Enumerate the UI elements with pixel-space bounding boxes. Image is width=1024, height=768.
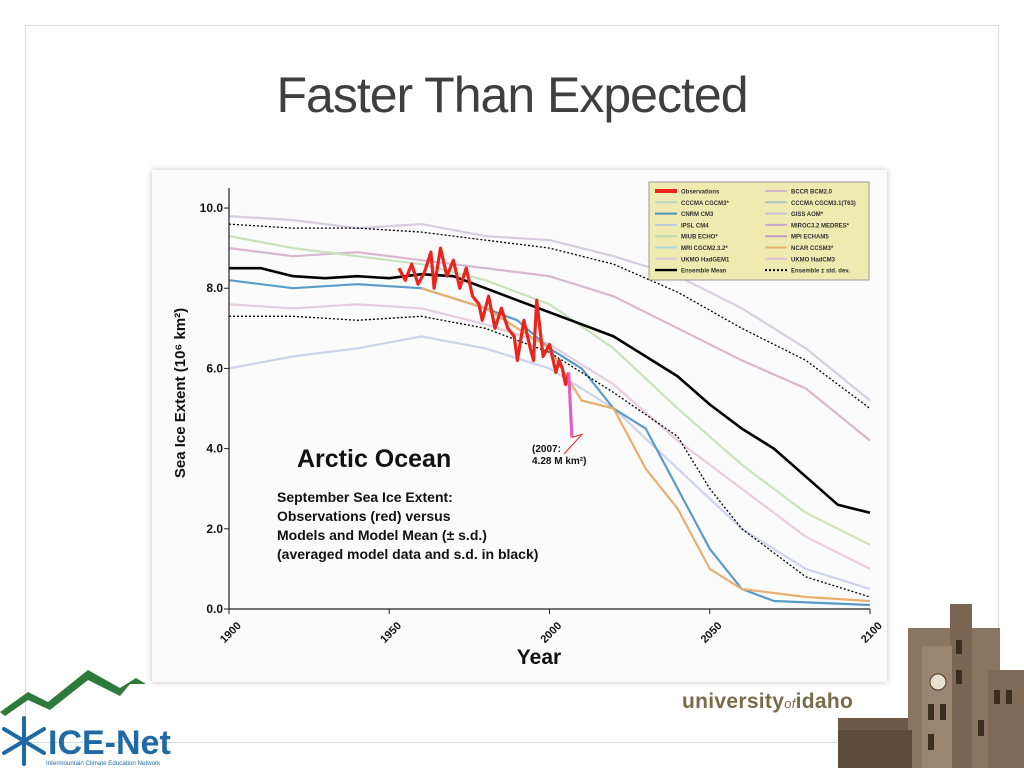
slide-frame — [25, 25, 999, 743]
annotation-line-4: (averaged model data and s.d. in black) — [277, 546, 538, 562]
annotation-line-1: September Sea Ice Extent: — [277, 489, 453, 505]
snowflake-icon — [2, 716, 46, 766]
y-tick-label: 0.0 — [206, 602, 223, 616]
legend-label: MIROC3.2 MEDRES* — [791, 223, 850, 229]
y-tick-label: 6.0 — [206, 361, 223, 375]
legend-label: CNRM CM3 — [681, 212, 714, 218]
legend-label: GISS AOM* — [791, 212, 824, 218]
university-of-idaho-wordmark: universityofidaho — [682, 690, 853, 714]
y-tick-label: 2.0 — [206, 522, 223, 536]
y-tick-label: 10.0 — [200, 201, 224, 215]
logo-subtitle: Intermountain Climate Education Network — [46, 760, 161, 767]
legend-label: Ensemble ± std. dev. — [791, 269, 850, 275]
callout-line-2: 4.28 M km²) — [532, 456, 586, 467]
y-tick-label: 8.0 — [206, 281, 223, 295]
legend-label: MIUB ECHO* — [681, 235, 718, 241]
annotation: Arctic Ocean September Sea Ice Extent: O… — [277, 445, 538, 562]
legend-label: IPSL CM4 — [681, 223, 709, 229]
annotation-title: Arctic Ocean — [297, 445, 451, 473]
series-observations — [397, 246, 571, 387]
legend-label: MPI ECHAM5 — [791, 235, 829, 241]
ice-net-logo: ICE-Net Intermountain Climate Education … — [0, 670, 171, 767]
y-axis-label: Sea Ice Extent (10⁶ km²) — [172, 308, 189, 478]
legend-label: BCCR BCM2.0 — [791, 190, 833, 196]
wordmark-idaho: idaho — [795, 690, 854, 713]
wordmark-of: of — [784, 696, 796, 711]
x-tick-label: 1900 — [218, 620, 244, 646]
chart-card: 0.0 2.0 4.0 6.0 8.0 10.0 1900 1950 2000 2050 2100 … — [152, 170, 887, 682]
legend-label: MRI CGCM2.3.2* — [681, 246, 728, 252]
legend-label: UKMO HadGEM1 — [681, 257, 730, 263]
legend: Observations CCCMA CGCM3* CNRM CM3 IPSL CM4… — [648, 181, 870, 281]
annotation-line-3: Models and Model Mean (± s.d.) — [277, 527, 487, 543]
campus-building-image — [838, 604, 1024, 768]
wordmark-university: university — [682, 690, 785, 713]
legend-label: NCAR CCSM3* — [791, 246, 834, 252]
legend-box — [648, 181, 870, 281]
legend-label: Ensemble Mean — [681, 269, 727, 275]
x-axis-label: Year — [517, 646, 561, 669]
series-ensemble-std-dev — [228, 223, 871, 410]
legend-label: CCCMA CGCM3.1(T63) — [791, 201, 856, 207]
callout-line-1: (2007: — [532, 444, 561, 455]
series-cnrm-cm3 — [228, 279, 871, 607]
series-ipsl-cm4 — [228, 335, 871, 591]
series-ensemble-std-dev — [229, 315, 871, 598]
legend-label: CCCMA CGCM3* — [681, 201, 729, 207]
series-giss-aom — [228, 215, 871, 402]
series-miub-echo — [228, 235, 871, 546]
x-tick-label: 1950 — [378, 620, 404, 646]
logo-name: ICE-Net — [48, 724, 171, 762]
slide-title: Faster Than Expected — [276, 67, 748, 123]
series-layer — [228, 215, 871, 607]
series-observations-2007 — [567, 372, 574, 438]
y-tick-label: 4.0 — [206, 442, 223, 456]
legend-label: Observations — [681, 190, 720, 196]
x-tick-label: 2000 — [538, 620, 564, 646]
callout-leader — [563, 433, 584, 455]
callout: (2007: 4.28 M km²) — [532, 433, 586, 467]
x-tick-label: 2050 — [699, 620, 725, 646]
series-ensemble-mean — [229, 266, 871, 515]
legend-label: UKMO HadCM3 — [791, 257, 836, 263]
annotation-line-2: Observations (red) versus — [277, 508, 451, 524]
